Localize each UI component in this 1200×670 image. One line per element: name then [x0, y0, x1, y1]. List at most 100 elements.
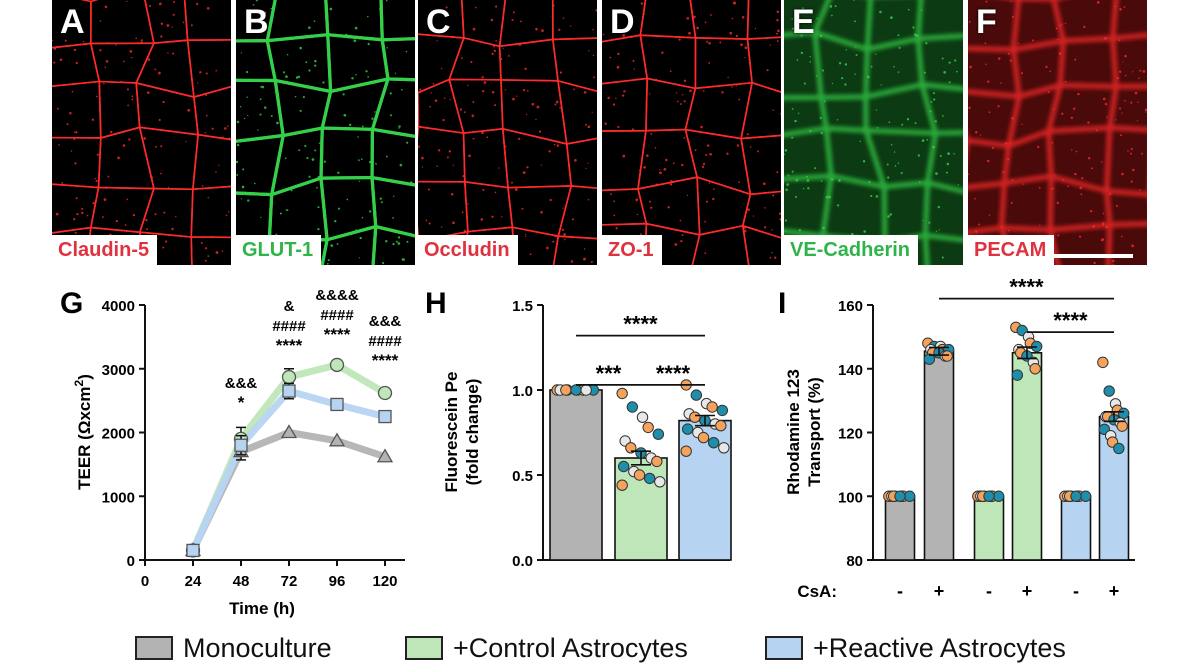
speckle — [713, 188, 715, 190]
speckle — [365, 70, 368, 73]
speckle — [1062, 179, 1065, 182]
speckle — [379, 197, 382, 200]
speckle — [925, 42, 928, 45]
speckle — [954, 59, 957, 62]
speckle — [386, 47, 388, 49]
speckle — [1141, 152, 1143, 155]
treatment-tick-label: + — [1109, 581, 1120, 601]
speckle — [205, 94, 208, 97]
data-point — [903, 490, 916, 502]
cell-outline — [190, 185, 231, 239]
speckle — [1112, 259, 1115, 263]
speckle — [167, 52, 169, 54]
speckle — [939, 154, 942, 157]
speckle — [638, 169, 641, 172]
speckle — [314, 64, 317, 67]
speckle — [1124, 54, 1127, 58]
speckle — [897, 162, 900, 164]
x-tick-label: 24 — [185, 573, 202, 590]
speckle — [776, 40, 779, 42]
stain-label: GLUT-1 — [236, 235, 322, 265]
speckle — [946, 162, 950, 166]
speckle — [128, 138, 131, 141]
speckle — [525, 235, 527, 237]
speckle — [1011, 117, 1014, 120]
speckle — [948, 61, 951, 64]
speckle — [617, 125, 620, 129]
speckle — [630, 35, 633, 39]
cell-boundaries — [968, 0, 1147, 265]
speckle — [131, 98, 134, 101]
speckle — [721, 91, 724, 94]
speckle — [1010, 0, 1012, 3]
speckle — [984, 42, 987, 44]
speckle — [495, 40, 497, 42]
y-axis-label: TEER (Ωxcm2) — [72, 374, 94, 490]
speckle — [313, 20, 316, 22]
speckle — [746, 133, 749, 136]
speckle — [592, 28, 594, 31]
speckle — [1089, 209, 1093, 213]
speckle — [1137, 101, 1139, 104]
y-tick-label: 100 — [838, 489, 863, 506]
speckle — [901, 123, 904, 126]
speckle — [968, 173, 970, 176]
x-tick-label: 48 — [233, 573, 250, 590]
speckle — [795, 195, 798, 198]
panel-letter: E — [792, 3, 815, 41]
speckle — [875, 53, 877, 55]
data-point — [280, 424, 298, 439]
cell-outline — [742, 224, 781, 265]
speckle — [1092, 225, 1095, 228]
speckle — [171, 227, 174, 231]
speckle — [259, 113, 262, 116]
speckle — [201, 185, 204, 187]
data-point — [377, 385, 393, 401]
speckle — [607, 96, 610, 100]
speckle — [522, 88, 526, 92]
speckle — [351, 77, 354, 80]
speckle — [389, 92, 392, 95]
speckle — [205, 114, 208, 117]
legend-label: +Control Astrocytes — [453, 632, 688, 663]
speckle — [481, 76, 484, 79]
speckle — [801, 7, 804, 10]
speckle — [862, 160, 866, 163]
speckle — [1096, 1, 1100, 4]
chart-rhodamine: Rhodamine 123 Transport (%) CsA: 80 100 120… — [784, 275, 1135, 601]
speckle — [650, 206, 653, 209]
y-axis-label: Fluorescein Pe (fold change) — [442, 372, 482, 493]
speckle — [117, 156, 120, 160]
speckle — [200, 242, 203, 244]
speckle — [74, 231, 77, 234]
cell-outline — [919, 82, 963, 136]
speckle — [704, 252, 707, 254]
speckle — [621, 94, 625, 97]
speckle — [798, 229, 802, 232]
speckle — [838, 62, 842, 65]
speckle — [540, 164, 542, 166]
data-point — [1103, 385, 1115, 397]
significance-mark: **** — [372, 351, 399, 370]
speckle — [646, 154, 649, 157]
speckle — [158, 2, 162, 6]
significance-mark: #### — [272, 318, 306, 335]
speckle — [540, 211, 543, 214]
speckle — [345, 33, 348, 36]
speckle — [1100, 238, 1104, 242]
speckle — [126, 88, 129, 91]
data-point — [923, 353, 936, 365]
cell-outline — [740, 81, 781, 140]
speckle — [926, 138, 929, 141]
speckle — [914, 34, 917, 37]
speckle — [655, 78, 658, 81]
speckle — [708, 62, 711, 64]
data-point — [894, 490, 906, 502]
speckle — [570, 260, 574, 263]
speckle — [434, 99, 438, 102]
speckle — [1121, 172, 1124, 176]
speckle — [421, 156, 424, 160]
speckle — [738, 98, 741, 101]
speckle — [442, 118, 445, 122]
speckle — [298, 149, 301, 152]
